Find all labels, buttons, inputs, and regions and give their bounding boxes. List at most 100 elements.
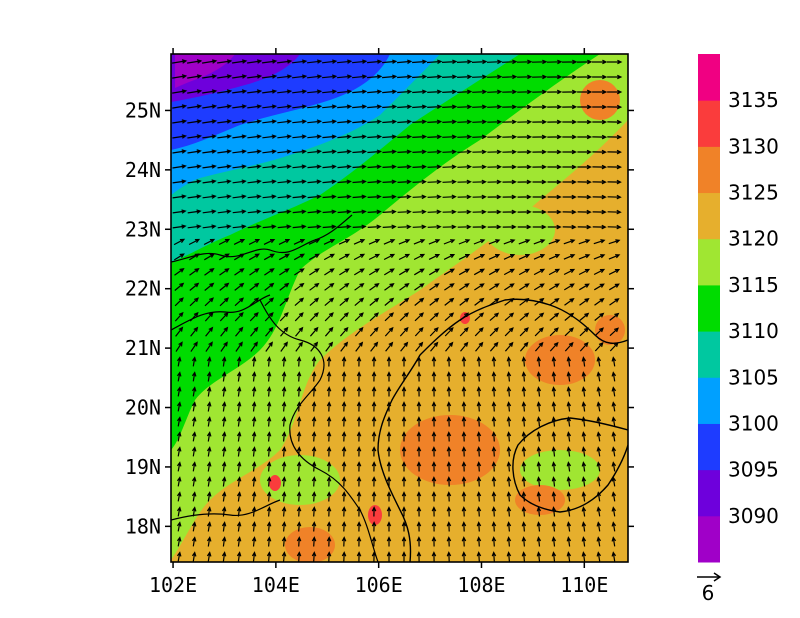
wind-arrow xyxy=(251,521,257,532)
wind-arrow xyxy=(221,476,227,487)
wind-arrow xyxy=(175,341,183,352)
wind-arrow xyxy=(369,326,379,337)
wind-arrow xyxy=(547,104,563,110)
wind-arrow xyxy=(217,164,232,169)
wind-arrow xyxy=(412,179,427,185)
wind-arrow xyxy=(476,431,482,442)
wind-arrow xyxy=(352,119,368,125)
wind-arrow xyxy=(581,551,587,562)
wind-arrow xyxy=(577,179,592,185)
wind-arrow xyxy=(322,89,338,94)
wind-arrow xyxy=(596,476,602,487)
wind-arrow xyxy=(294,312,304,322)
wind-arrow xyxy=(383,253,396,261)
wind-arrow xyxy=(536,521,542,532)
wind-arrow xyxy=(176,416,182,427)
wind-arrow xyxy=(549,312,560,321)
wind-arrow xyxy=(476,461,482,472)
wind-arrow xyxy=(593,239,606,245)
wind-arrow xyxy=(322,59,338,64)
wind-arrow xyxy=(549,341,559,352)
wind-arrow xyxy=(187,119,203,124)
wind-arrow xyxy=(382,59,398,64)
field-blob-green-5 xyxy=(350,220,450,280)
wind-arrow xyxy=(416,386,422,397)
wind-arrow xyxy=(311,491,317,502)
wind-arrow xyxy=(427,134,443,140)
wind-arrow xyxy=(176,521,182,532)
lat-tick-label: 19N xyxy=(125,455,161,479)
wind-arrow xyxy=(577,149,592,155)
wind-arrow xyxy=(592,104,608,110)
wind-arrow xyxy=(461,371,467,382)
wind-arrow xyxy=(519,297,530,306)
wind-arrow xyxy=(292,134,307,139)
wind-arrow xyxy=(592,194,607,200)
wind-arrow xyxy=(176,371,182,382)
wind-arrow xyxy=(594,327,604,337)
wind-arrow xyxy=(191,521,197,532)
wind-arrow xyxy=(578,283,590,291)
wind-arrow xyxy=(324,282,335,291)
wind-arrow xyxy=(519,283,530,291)
wind-arrow xyxy=(386,386,392,397)
wind-arrow xyxy=(566,506,572,517)
wind-arrow xyxy=(176,536,182,547)
wind-arrow xyxy=(506,416,512,427)
wind-arrow xyxy=(431,356,437,367)
wind-arrow xyxy=(592,119,608,125)
wind-arrow xyxy=(532,179,547,185)
wind-arrow xyxy=(581,356,587,367)
wind-arrow xyxy=(457,209,472,215)
wind-arrow xyxy=(296,416,302,427)
wind-arrow xyxy=(221,446,227,457)
wind-arrow xyxy=(277,164,292,169)
wind-arrow xyxy=(429,283,440,291)
wind-arrow xyxy=(338,253,351,261)
wind-arrow xyxy=(488,239,501,245)
wind-arrow xyxy=(461,356,467,367)
wind-arrow xyxy=(564,312,575,321)
wind-arrow xyxy=(401,431,407,442)
wind-arrow xyxy=(266,536,272,547)
wind-arrow xyxy=(415,341,424,352)
wind-arrow xyxy=(262,209,277,214)
wind-arrow xyxy=(397,149,413,155)
wind-arrow xyxy=(337,164,352,170)
wind-arrow xyxy=(443,239,456,245)
colorbar-label: 3105 xyxy=(728,365,779,389)
wind-arrow xyxy=(206,446,212,457)
wind-arrow xyxy=(386,476,392,487)
wind-arrow xyxy=(352,134,367,140)
colorbar-swatch xyxy=(698,54,720,101)
wind-arrow xyxy=(205,326,214,337)
wind-arrow xyxy=(506,521,512,532)
wind-arrow xyxy=(401,401,407,412)
wind-arrow xyxy=(429,297,440,306)
wind-arrow xyxy=(294,268,305,276)
wind-arrow xyxy=(266,461,272,472)
wind-arrow xyxy=(581,506,587,517)
wind-arrow xyxy=(399,326,409,337)
wind-arrow xyxy=(221,431,227,442)
wind-arrow xyxy=(416,536,422,547)
wind-arrow xyxy=(189,297,199,307)
wind-arrow xyxy=(577,89,593,95)
wind-arrow xyxy=(566,491,572,502)
wind-arrow xyxy=(280,341,289,352)
wind-arrow xyxy=(323,253,336,261)
wind-arrow xyxy=(446,461,452,472)
wind-arrow xyxy=(187,164,202,169)
colorbar-swatch xyxy=(698,238,720,286)
wind-arrow xyxy=(326,536,332,547)
wind-arrow xyxy=(371,386,377,397)
wind-arrow xyxy=(264,312,274,322)
wind-arrow xyxy=(176,491,182,502)
wind-arrow xyxy=(232,209,247,214)
wind-arrow xyxy=(503,254,516,260)
wind-arrow xyxy=(401,461,407,472)
wind-arrow xyxy=(369,282,380,291)
wind-arrow xyxy=(506,461,512,472)
wind-arrow xyxy=(293,253,306,261)
